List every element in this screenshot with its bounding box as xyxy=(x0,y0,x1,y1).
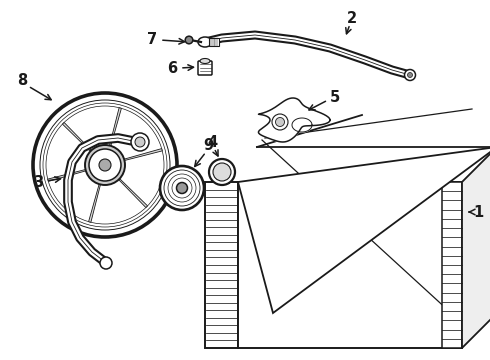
FancyBboxPatch shape xyxy=(198,61,212,75)
Text: 6: 6 xyxy=(167,60,177,76)
Text: 9: 9 xyxy=(203,138,213,153)
Polygon shape xyxy=(116,176,147,208)
Circle shape xyxy=(405,69,416,81)
Text: 7: 7 xyxy=(147,32,157,48)
Polygon shape xyxy=(48,168,90,181)
Circle shape xyxy=(160,166,204,210)
Circle shape xyxy=(89,149,121,181)
Circle shape xyxy=(135,137,145,147)
Circle shape xyxy=(99,159,111,171)
Text: 3: 3 xyxy=(33,175,43,189)
Circle shape xyxy=(33,93,177,237)
Circle shape xyxy=(176,183,188,194)
Circle shape xyxy=(131,133,149,151)
Circle shape xyxy=(213,163,231,181)
Circle shape xyxy=(275,117,285,126)
Circle shape xyxy=(209,159,235,185)
Polygon shape xyxy=(292,118,312,132)
Polygon shape xyxy=(205,182,238,348)
Circle shape xyxy=(272,114,288,130)
Text: 4: 4 xyxy=(207,135,217,149)
Polygon shape xyxy=(238,182,462,348)
Polygon shape xyxy=(89,180,101,222)
FancyBboxPatch shape xyxy=(209,38,219,46)
Polygon shape xyxy=(258,98,330,142)
Text: 1: 1 xyxy=(473,204,483,220)
Polygon shape xyxy=(462,147,490,348)
Polygon shape xyxy=(62,122,94,154)
Text: 2: 2 xyxy=(347,10,357,26)
Circle shape xyxy=(408,72,413,77)
Polygon shape xyxy=(238,147,490,313)
Polygon shape xyxy=(120,149,162,162)
Circle shape xyxy=(85,145,125,185)
Ellipse shape xyxy=(200,58,210,63)
Polygon shape xyxy=(108,108,122,150)
Text: 5: 5 xyxy=(330,90,340,105)
Circle shape xyxy=(185,36,193,44)
Polygon shape xyxy=(442,182,462,348)
Ellipse shape xyxy=(198,37,212,47)
Text: 8: 8 xyxy=(17,72,27,87)
Circle shape xyxy=(100,257,112,269)
